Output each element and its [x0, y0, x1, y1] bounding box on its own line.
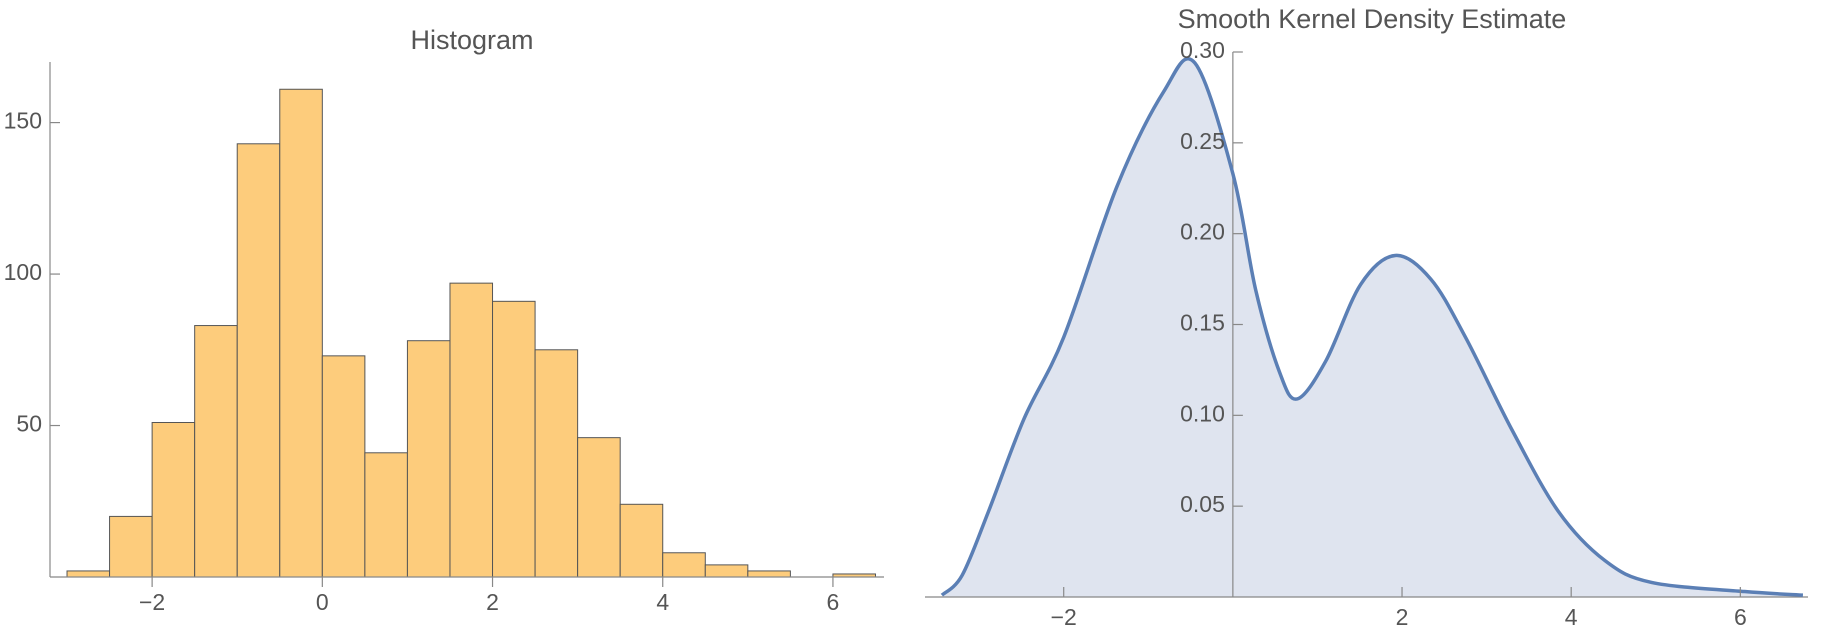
x-tick-label: −2 — [1051, 604, 1077, 630]
density-line — [940, 57, 1804, 597]
x-tick-label: 6 — [1734, 604, 1747, 630]
bar — [619, 503, 664, 578]
bar — [534, 349, 579, 578]
y-tick-label: 0.10 — [1180, 400, 1225, 426]
chart-title: Histogram — [410, 25, 533, 55]
bar — [662, 552, 706, 578]
bar — [109, 515, 153, 578]
bar — [321, 355, 366, 578]
y-tick-label: 100 — [4, 259, 42, 285]
bar — [279, 88, 323, 578]
bar — [151, 422, 196, 578]
y-tick-label: 150 — [4, 108, 42, 134]
bar — [406, 340, 451, 578]
y-tick-label: 0.05 — [1180, 491, 1225, 517]
y-tick-label: 0.20 — [1180, 219, 1225, 245]
x-tick-label: 2 — [1396, 604, 1409, 630]
x-tick-label: −2 — [139, 589, 165, 615]
bar — [194, 325, 238, 578]
bar — [449, 282, 494, 578]
bar — [577, 437, 621, 578]
y-tick-label: 0.15 — [1180, 310, 1225, 336]
bar — [704, 564, 749, 578]
x-tick-label: 6 — [827, 589, 840, 615]
bar — [747, 570, 791, 578]
chart-title: Smooth Kernel Density Estimate — [1178, 4, 1567, 34]
x-tick-label: 0 — [316, 589, 329, 615]
bar — [236, 143, 281, 578]
y-tick-label: 0.30 — [1180, 37, 1225, 63]
x-tick-label: 2 — [486, 589, 499, 615]
bar — [364, 452, 408, 578]
bar — [66, 570, 111, 578]
y-tick-label: 50 — [16, 411, 42, 437]
bar — [492, 300, 536, 578]
x-tick-label: 4 — [1565, 604, 1578, 630]
density-area — [941, 58, 1803, 598]
x-tick-label: 4 — [656, 589, 669, 615]
y-tick-label: 0.25 — [1180, 128, 1225, 154]
